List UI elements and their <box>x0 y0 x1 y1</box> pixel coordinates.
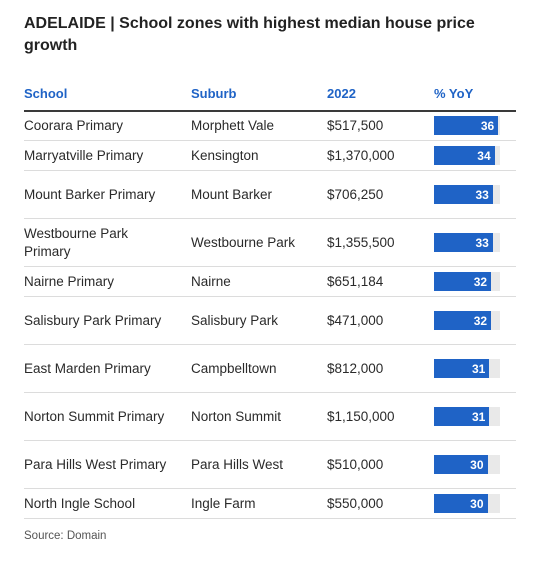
school-name: East Marden Primary <box>24 360 151 376</box>
yoy-bar: 32 <box>434 272 492 291</box>
median-price: $1,355,500 <box>327 234 395 250</box>
table-row: Nairne Primary Nairne $651,184 32 <box>24 267 516 297</box>
suburb-name: Salisbury Park <box>191 312 279 328</box>
table-row: Para Hills West Primary Para Hills West $5… <box>24 441 516 489</box>
yoy-value-label: 32 <box>473 313 488 328</box>
column-header-suburb: Suburb <box>191 86 237 101</box>
median-price: $517,500 <box>327 117 384 133</box>
yoy-value-label: 36 <box>480 118 495 133</box>
yoy-value-label: 30 <box>470 496 484 511</box>
suburb-name: Mount Barker <box>191 186 273 202</box>
yoy-value-label: 31 <box>471 409 486 424</box>
suburb-name: Morphett Vale <box>191 117 275 133</box>
suburb-name: Norton Summit <box>191 408 282 424</box>
suburb-name: Kensington <box>191 147 259 163</box>
yoy-bar-track: 31 <box>434 407 500 426</box>
median-price: $471,000 <box>327 312 384 328</box>
yoy-bar: 30 <box>434 455 488 474</box>
chart-title: ADELAIDE | School zones with highest med… <box>24 15 475 54</box>
median-price: $651,184 <box>327 273 384 289</box>
median-price: $510,000 <box>327 456 384 472</box>
table-row: Marryatville Primary Kensington $1,370,000… <box>24 141 516 171</box>
median-price: $812,000 <box>327 360 384 376</box>
school-name: Mount Barker Primary <box>24 186 156 202</box>
yoy-bar-track: 32 <box>434 311 500 330</box>
table-row: Norton Summit Primary Norton Summit $1,150… <box>24 393 516 441</box>
school-name: Para Hills West Primary <box>24 456 167 472</box>
yoy-value-label: 34 <box>477 148 491 163</box>
median-price: $550,000 <box>327 495 384 511</box>
yoy-bar-track: 36 <box>434 116 500 135</box>
suburb-name: Para Hills West <box>191 456 284 472</box>
yoy-bar: 30 <box>434 494 488 513</box>
median-price: $1,370,000 <box>327 147 395 163</box>
column-header-school: School <box>24 86 68 101</box>
school-name: Nairne Primary <box>24 273 115 289</box>
yoy-bar-track: 30 <box>434 455 500 474</box>
yoy-bar-track: 34 <box>434 146 500 165</box>
school-name: Norton Summit Primary <box>24 408 165 424</box>
median-price: $1,150,000 <box>327 408 395 424</box>
yoy-bar-track: 33 <box>434 185 500 204</box>
suburb-name: Ingle Farm <box>191 495 256 511</box>
yoy-bar: 31 <box>434 407 490 426</box>
school-name: North Ingle School <box>24 495 136 511</box>
yoy-bar-track: 33 <box>434 233 500 252</box>
suburb-name: Campbelltown <box>191 360 277 376</box>
school-name: Salisbury Park Primary <box>24 312 162 328</box>
column-header-yoy: % YoY <box>434 86 474 101</box>
suburb-name: Westbourne Park <box>191 234 296 250</box>
median-price: $706,250 <box>327 186 384 202</box>
table-row: Mount Barker Primary Mount Barker $706,250… <box>24 171 516 219</box>
table-row: Coorara Primary Morphett Vale $517,500 36 <box>24 111 516 141</box>
source-note: Source: Domain <box>24 530 107 542</box>
yoy-bar: 33 <box>434 185 493 204</box>
yoy-bar-track: 32 <box>434 272 500 291</box>
yoy-bar-track: 31 <box>434 359 500 378</box>
yoy-bar: 36 <box>434 116 499 135</box>
yoy-bar: 34 <box>434 146 495 165</box>
table-header: School Suburb 2022 % YoY <box>24 84 516 112</box>
school-name: Coorara Primary <box>24 117 124 133</box>
table-row: East Marden Primary Campbelltown $812,000 3… <box>24 345 516 393</box>
yoy-bar: 31 <box>434 359 490 378</box>
yoy-value-label: 33 <box>475 187 489 202</box>
column-header-year: 2022 <box>327 86 356 101</box>
suburb-name: Nairne <box>191 273 231 289</box>
table-row: Salisbury Park Primary Salisbury Park $471… <box>24 297 516 345</box>
table-row: North Ingle School Ingle Farm $550,000 30 <box>24 489 516 519</box>
yoy-bar-track: 30 <box>434 494 500 513</box>
table-body: Coorara Primary Morphett Vale $517,500 36 Ma… <box>24 111 516 519</box>
yoy-value-label: 32 <box>473 274 488 289</box>
yoy-bar: 32 <box>434 311 492 330</box>
school-name: Marryatville Primary <box>24 147 144 163</box>
yoy-value-label: 33 <box>475 235 489 250</box>
school-name: Westbourne Park Primary <box>24 225 129 259</box>
yoy-value-label: 30 <box>470 457 484 472</box>
yoy-value-label: 31 <box>471 361 486 376</box>
yoy-bar: 33 <box>434 233 493 252</box>
table-row: Westbourne Park Primary Westbourne Park $1… <box>24 219 516 267</box>
